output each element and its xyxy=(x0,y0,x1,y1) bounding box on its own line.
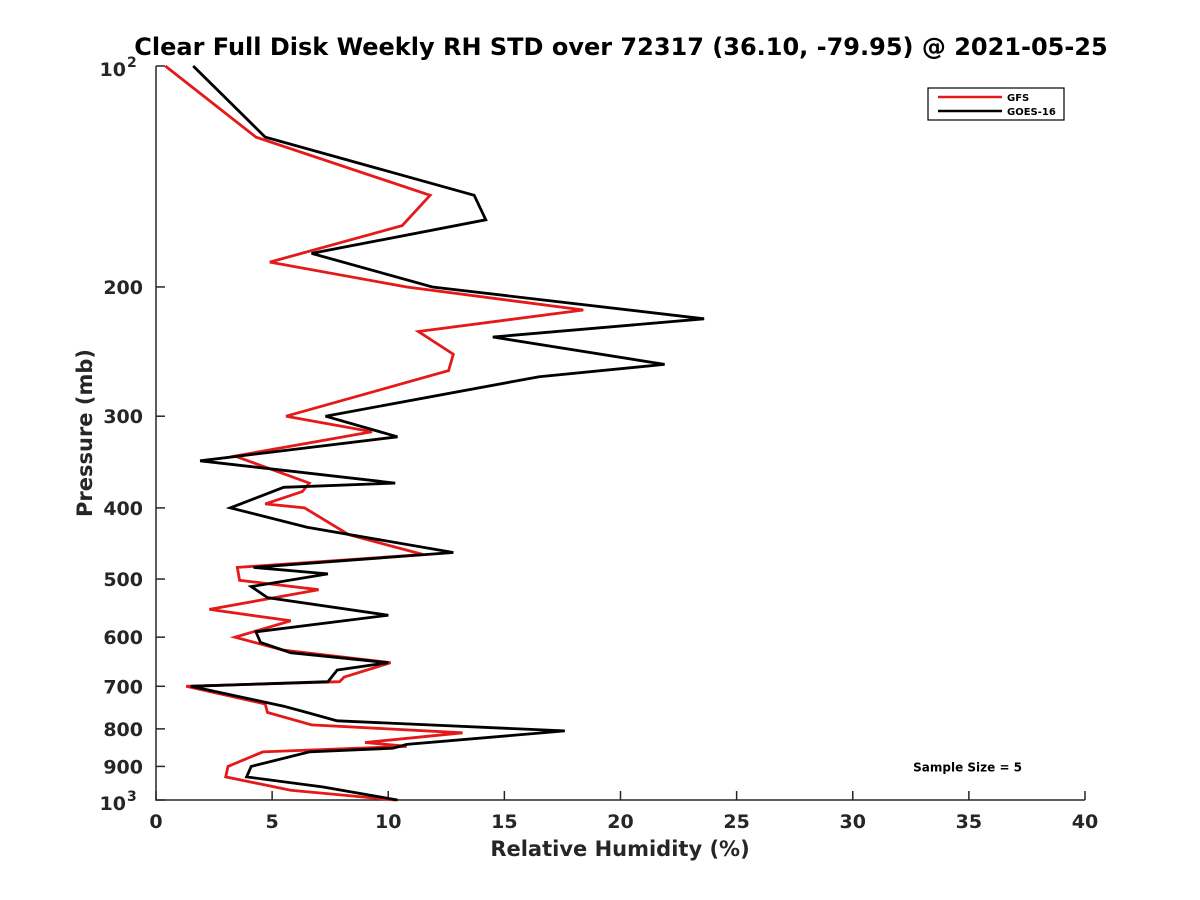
y-tick-label: 300 xyxy=(103,406,143,428)
legend-box xyxy=(927,87,1065,121)
x-tick-label: 35 xyxy=(956,811,982,833)
x-tick-label: 10 xyxy=(375,811,401,833)
legend: GFS GOES-16 xyxy=(927,87,1065,121)
x-axis-ticks: 0 5 10 15 20 25 30 35 40 xyxy=(149,791,1098,833)
y-axis-label: Pressure (mb) xyxy=(73,349,97,517)
y-tick-label: 10 xyxy=(100,59,126,81)
series-lines xyxy=(164,64,705,802)
x-tick-label: 0 xyxy=(149,811,162,833)
y-tick-label: 600 xyxy=(103,627,143,649)
x-tick-label: 15 xyxy=(491,811,517,833)
series-line-goes16 xyxy=(190,65,705,802)
y-tick-label: 500 xyxy=(103,569,143,591)
y-tick-label: 700 xyxy=(103,676,143,698)
x-tick-label: 30 xyxy=(840,811,866,833)
sample-size-annotation: Sample Size = 5 xyxy=(913,760,1022,774)
y-tick-exponent: 3 xyxy=(127,789,137,805)
x-axis-label: Relative Humidity (%) xyxy=(490,837,749,861)
legend-label-goes16: GOES-16 xyxy=(1007,107,1056,118)
y-tick-label: 200 xyxy=(103,277,143,299)
x-tick-label: 25 xyxy=(723,811,749,833)
x-tick-label: 5 xyxy=(266,811,279,833)
chart-title: Clear Full Disk Weekly RH STD over 72317… xyxy=(134,33,1107,61)
plot-area: 0 5 10 15 20 25 30 35 40 10 220030040050060070080… xyxy=(100,55,1099,833)
legend-label-gfs: GFS xyxy=(1007,93,1029,104)
y-tick-exponent: 2 xyxy=(127,55,137,71)
y-tick-label: 900 xyxy=(103,756,143,778)
x-tick-label: 40 xyxy=(1072,811,1098,833)
series-line-gfs xyxy=(164,64,584,802)
x-tick-label: 20 xyxy=(607,811,633,833)
y-tick-label: 10 xyxy=(100,793,126,815)
y-tick-label: 800 xyxy=(103,719,143,741)
y-tick-label: 400 xyxy=(103,498,143,520)
